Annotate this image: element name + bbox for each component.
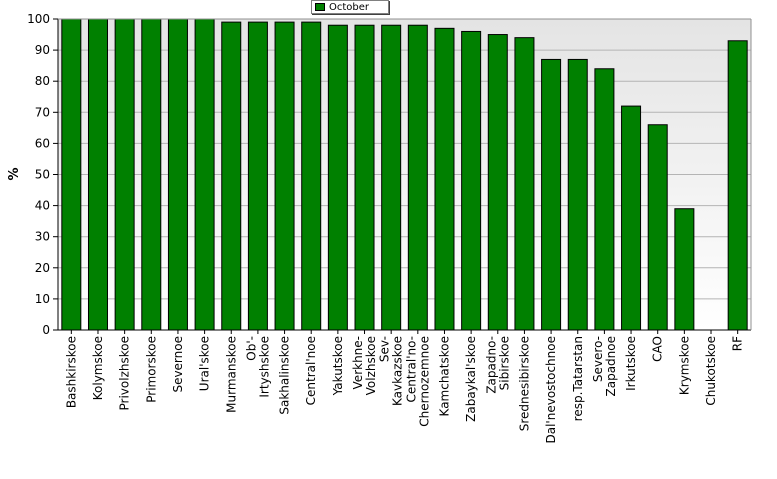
y-tick-label: 20 [35,261,50,275]
x-tick-label: Privolzhskoe [118,336,132,410]
y-tick-label: 100 [27,12,50,26]
bar [301,21,322,331]
bar [141,18,162,331]
x-tick-label: Sibirskoe [497,336,511,390]
x-tick-label: Sev- [378,336,392,362]
x-tick-labels: Bashkirskoe Kolymskoe Privolzhskoe Primorsk… [64,330,745,444]
axes [57,18,752,331]
x-tick-label: Irtyshskoe [257,336,271,398]
y-tick-label: 50 [35,168,50,182]
x-tick-label: Kavkazskoe [391,336,405,406]
bar [514,37,535,331]
x-tick-label: resp.Tatarstan [571,336,585,421]
bar [541,58,562,331]
x-tick-label: Central'no- [404,336,418,403]
x-tick-label: Krymskoe [677,336,691,395]
bar [727,40,748,331]
bar [194,18,215,331]
x-tick-label: Zabaykal'skoe [464,336,478,422]
x-tick-label: Volzhskoe [364,336,378,395]
x-tick-label: Yakutskoe [331,336,345,396]
x-tick-label: Kamchatskoe [437,336,451,416]
y-tick-label: 0 [42,323,50,337]
y-tick-label: 30 [35,230,50,244]
x-tick-label: Irkutskoe [624,336,638,391]
x-tick-label: Zapadno- [484,336,498,394]
y-tick-label: 80 [35,74,50,88]
bar [247,21,268,331]
bar [381,24,402,331]
y-tick-label: 60 [35,136,50,150]
x-tick-label: Primorskoe [144,336,158,403]
bar [114,18,135,331]
x-tick-label: Bashkirskoe [64,336,78,408]
bar [327,24,348,331]
x-tick-label: Ob'- [244,336,258,361]
bar [407,24,428,331]
x-tick-label: Chernozemnoe [417,336,431,427]
y-axis-label: % [7,167,22,180]
bar [621,105,642,331]
bar [674,208,695,331]
bars [61,18,748,331]
x-tick-label: Kolymskoe [91,336,105,400]
bar [487,34,508,331]
x-tick-label: Central'noe [304,336,318,405]
bar [167,18,188,331]
x-tick-label: Dal'nevostochnoe [544,336,558,444]
y-tick-labels: 0 10 20 30 40 50 60 70 80 90 100 [27,12,58,337]
bar [594,68,615,331]
x-tick-label: Zapadnoe [604,336,618,397]
x-tick-label: Severnoe [171,336,185,393]
bar [567,58,588,331]
bar [354,24,375,331]
x-tick-label: CAO [651,336,665,362]
bar [87,18,108,331]
x-tick-label: Ural'skoe [198,336,212,391]
x-tick-label: Murmanskoe [224,336,238,413]
y-tick-label: 90 [35,43,50,57]
x-tick-label: Srednesibirskoe [517,336,531,431]
legend-swatch [315,3,325,11]
y-tick-label: 40 [35,199,50,213]
x-tick-label: Sakhalinskoe [278,336,292,415]
y-tick-label: 10 [35,292,50,306]
y-tick-label: 70 [35,105,50,119]
bar [434,27,455,331]
bar [274,21,295,331]
legend-label: October [329,1,370,13]
bar [461,30,482,331]
bar [61,18,82,331]
x-tick-label: Verkhne- [351,336,365,389]
x-tick-label: Chukotskoe [704,336,718,406]
legend: October [311,0,389,14]
x-tick-label: RF [731,336,745,351]
bar [647,124,668,331]
bar [221,21,242,331]
x-tick-label: Severo- [591,336,605,382]
